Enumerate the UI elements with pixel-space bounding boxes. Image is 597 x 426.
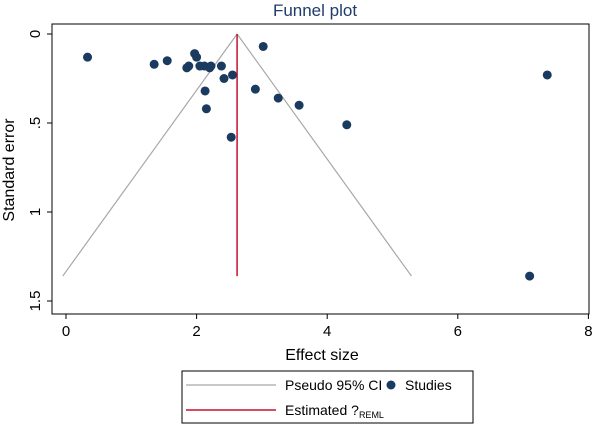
study-point [294, 100, 304, 110]
x-tick-label: 2 [192, 323, 200, 340]
study-point [206, 61, 216, 71]
axis-ticks: 0 2 4 6 8 0 .5 1 1.5 [27, 30, 593, 340]
study-point [200, 86, 210, 96]
ci-line-right [236, 33, 412, 277]
legend-estimate-subscript: REML [359, 410, 384, 420]
study-point [162, 56, 172, 66]
y-tick-label: 1.5 [27, 291, 44, 312]
study-point [228, 70, 238, 80]
y-tick-label: 1 [27, 208, 44, 216]
study-point [149, 59, 159, 69]
study-point [201, 104, 211, 114]
study-point [542, 70, 552, 80]
study-point [192, 52, 202, 62]
x-tick-label: 8 [584, 323, 592, 340]
y-tick-label: .5 [27, 117, 44, 130]
chart-title: Funnel plot [273, 1, 357, 20]
study-point [258, 41, 268, 51]
y-axis-label: Standard error [1, 118, 18, 222]
legend-ci-label: Pseudo 95% CI [285, 377, 382, 393]
legend-studies-marker [386, 380, 396, 390]
legend-estimate-text: Estimated ? [285, 402, 359, 418]
plot-area-frame [51, 23, 590, 315]
study-point [525, 271, 535, 281]
legend-estimate-label: Estimated ?REML [285, 402, 384, 420]
legend-frame [181, 370, 474, 424]
study-point [184, 61, 194, 71]
y-tick-label: 0 [27, 30, 44, 38]
study-points [83, 41, 552, 281]
study-point [216, 61, 226, 71]
x-tick-label: 6 [454, 323, 462, 340]
legend-studies-label: Studies [405, 377, 452, 393]
ci-line-left [62, 33, 238, 277]
x-tick-label: 4 [323, 323, 331, 340]
x-tick-label: 0 [62, 323, 70, 340]
pseudo-ci-lines [62, 33, 412, 277]
study-point [273, 93, 283, 103]
study-point [250, 84, 260, 94]
study-point [226, 132, 236, 142]
study-point [219, 74, 229, 83]
legend: Pseudo 95% CI Studies Estimated ?REML [181, 370, 474, 424]
study-point [342, 120, 352, 130]
study-point [83, 52, 93, 62]
x-axis-label: Effect size [285, 347, 359, 364]
